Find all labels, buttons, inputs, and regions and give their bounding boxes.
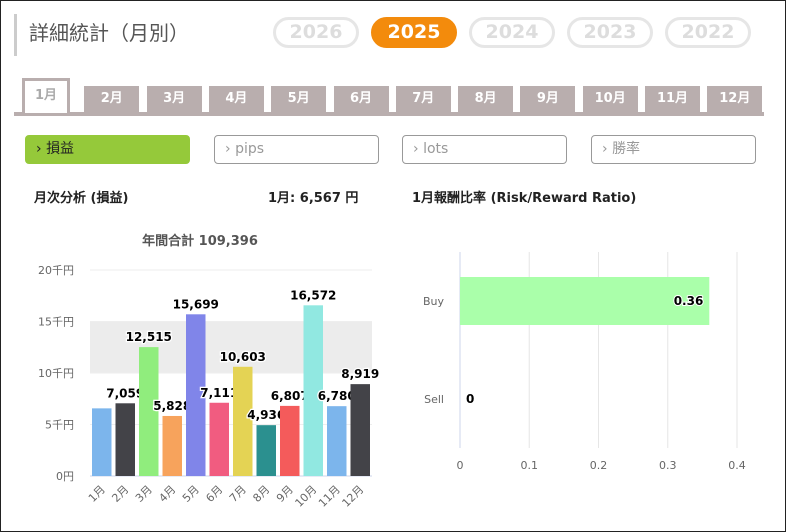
data-label: 16,572 <box>290 288 336 302</box>
data-label: 5,828 <box>153 399 191 413</box>
y-tick-label: 15千円 <box>38 316 74 329</box>
month-summary: 1月: 6,567 円 <box>268 191 359 206</box>
x-tick-label: 0.1 <box>521 459 539 472</box>
year-selector: 2026 2025 2024 2023 2022 <box>273 17 751 48</box>
tab-month-1[interactable]: 1月 <box>22 78 70 113</box>
x-tick-label: 0 <box>457 459 464 472</box>
metric-label: lots <box>423 141 449 157</box>
bar-5月 <box>186 314 206 476</box>
bar-10月 <box>303 305 323 476</box>
tab-month-3[interactable]: 3月 <box>146 86 202 112</box>
data-label: 4,936 <box>247 408 285 422</box>
y-tick-label: 0円 <box>56 470 74 483</box>
chevron-right-icon: › <box>602 141 613 157</box>
monthly-bar-chart: 年間合計 109,396 0円 5千円 10千円 15千円 20千円 1月 7,059 2月 12… <box>38 233 380 510</box>
bar-3月 <box>139 347 159 476</box>
chevron-right-icon: › <box>413 141 424 157</box>
data-label: 6,780 <box>318 389 356 403</box>
metric-label: 損益 <box>46 141 75 157</box>
x-tick-label: 6月 <box>203 483 225 505</box>
metric-label: pips <box>235 141 265 157</box>
tab-month-4[interactable]: 4月 <box>208 86 264 112</box>
tab-month-9[interactable]: 9月 <box>520 86 576 112</box>
x-tick-label: 0.2 <box>590 459 608 472</box>
data-label: 7,059 <box>106 386 144 400</box>
chevron-right-icon: › <box>225 141 236 157</box>
tab-month-12[interactable]: 12月 <box>707 86 763 112</box>
chevron-right-icon: › <box>36 141 47 157</box>
rr-bar-chart: 0 0.1 0.2 0.3 0.4 Buy 0.36 Sell 0 <box>423 252 746 472</box>
bar-12月 <box>350 384 370 476</box>
plot-band <box>90 321 372 373</box>
bar-7月 <box>233 366 253 476</box>
metric-profit-button[interactable]: › 損益 <box>25 135 190 164</box>
data-label: 10,603 <box>220 350 266 364</box>
chart-title: 年間合計 109,396 <box>142 233 258 249</box>
x-tick-label: 10月 <box>293 483 320 510</box>
x-tick-label: 4月 <box>156 483 178 505</box>
tab-month-10[interactable]: 10月 <box>582 86 638 112</box>
bar-1月 <box>92 408 112 476</box>
year-2025-button[interactable]: 2025 <box>371 17 457 48</box>
month-tabs: 1月 2月 3月 4月 5月 6月 7月 8月 9月 10月 11月 12月 <box>14 78 764 116</box>
bar-9月 <box>280 405 300 476</box>
data-label: 0 <box>466 392 474 406</box>
year-2022-button[interactable]: 2022 <box>665 17 751 48</box>
data-label: 7,111 <box>200 386 238 400</box>
bar-11月 <box>327 406 347 476</box>
y-tick-label: Buy <box>423 295 445 308</box>
metric-lots-button[interactable]: › lots <box>402 135 567 164</box>
year-2024-button[interactable]: 2024 <box>469 17 555 48</box>
year-2026-button[interactable]: 2026 <box>273 17 359 48</box>
x-tick-label: 7月 <box>227 483 249 505</box>
x-tick-label: 11月 <box>316 483 343 510</box>
y-tick-label: 5千円 <box>45 419 74 432</box>
metric-winrate-button[interactable]: › 勝率 <box>591 135 756 164</box>
metric-label: 勝率 <box>612 141 641 157</box>
bar-8月 <box>256 425 276 476</box>
bar-6月 <box>209 402 229 476</box>
rr-ratio-title: 1月報酬比率 (Risk/Reward Ratio) <box>412 191 637 206</box>
bar-4月 <box>162 415 182 476</box>
tab-month-2[interactable]: 2月 <box>84 86 140 112</box>
data-label: 12,515 <box>126 330 172 344</box>
tab-month-6[interactable]: 6月 <box>333 86 389 112</box>
y-tick-label: 20千円 <box>38 264 74 277</box>
x-tick-label: 0.3 <box>659 459 677 472</box>
monthly-analysis-title: 月次分析 (損益) <box>34 191 129 206</box>
metric-pips-button[interactable]: › pips <box>214 135 379 164</box>
x-tick-label: 0.4 <box>728 459 746 472</box>
bar-Buy <box>460 277 710 325</box>
data-label: 6,807 <box>271 389 309 403</box>
data-label: 8,919 <box>341 367 379 381</box>
tab-month-11[interactable]: 11月 <box>645 86 700 112</box>
x-tick-label: 5月 <box>180 483 202 505</box>
bar-2月 <box>115 403 135 476</box>
tab-month-8[interactable]: 8月 <box>458 86 514 112</box>
y-tick-label: 10千円 <box>38 367 74 380</box>
x-tick-label: 12月 <box>340 483 367 510</box>
x-tick-label: 1月 <box>86 483 108 505</box>
year-2023-button[interactable]: 2023 <box>567 17 653 48</box>
page-title: 詳細統計（月別） <box>14 14 189 56</box>
x-tick-label: 3月 <box>133 483 155 505</box>
x-tick-label: 2月 <box>109 483 131 505</box>
data-label: 15,699 <box>173 297 219 311</box>
x-tick-label: 8月 <box>250 483 272 505</box>
data-label: 0.36 <box>674 294 704 308</box>
tab-month-7[interactable]: 7月 <box>395 86 451 112</box>
y-tick-label: Sell <box>424 393 444 406</box>
tab-month-5[interactable]: 5月 <box>271 86 327 112</box>
